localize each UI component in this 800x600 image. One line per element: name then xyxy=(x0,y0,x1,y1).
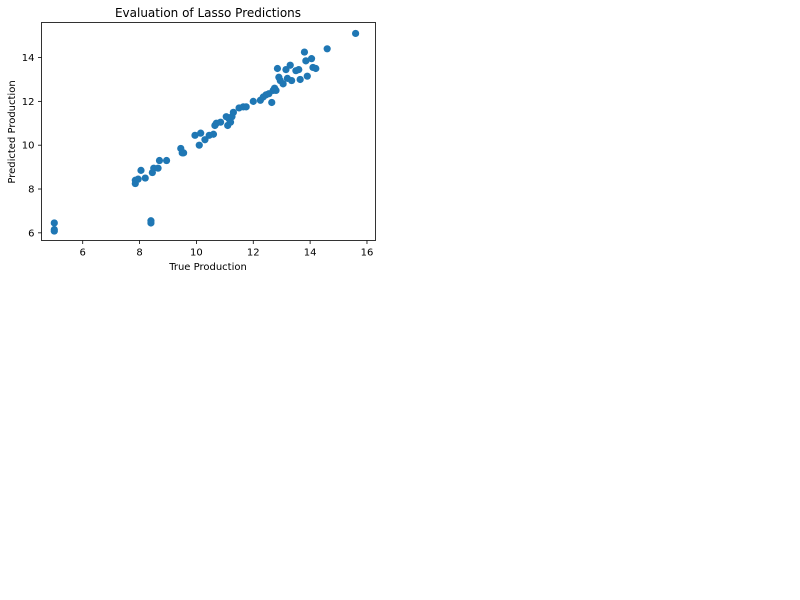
x-tick-label: 6 xyxy=(80,248,86,259)
scatter-point xyxy=(229,108,237,116)
y-axis: 6 8 10 12 14 xyxy=(22,53,42,239)
scatter-point xyxy=(147,219,155,227)
scatter-point xyxy=(268,98,276,107)
data-points xyxy=(50,29,360,235)
scatter-point xyxy=(209,130,218,138)
scatter-point xyxy=(155,156,164,165)
scatter-point xyxy=(195,141,203,149)
scatter-point xyxy=(295,66,303,74)
y-tick-label: 12 xyxy=(22,97,35,108)
scatter-point xyxy=(242,103,250,111)
scatter-point xyxy=(352,29,360,38)
chart-title: Evaluation of Lasso Predictions xyxy=(115,6,301,20)
scatter-point xyxy=(288,76,296,85)
y-tick-label: 6 xyxy=(28,228,34,239)
scatter-point xyxy=(272,86,280,95)
scatter-point xyxy=(312,64,320,73)
x-axis: 6 8 10 12 14 16 xyxy=(80,240,374,259)
scatter-point xyxy=(197,129,205,137)
scatter-point xyxy=(137,166,145,174)
y-axis-label: Predicted Production xyxy=(7,80,18,183)
x-tick-label: 12 xyxy=(247,248,260,259)
scatter-point xyxy=(323,45,331,53)
y-tick-label: 14 xyxy=(22,53,35,64)
scatter-point xyxy=(154,164,162,172)
x-tick-label: 8 xyxy=(136,248,142,259)
scatter-point xyxy=(302,57,310,65)
scatter-point xyxy=(273,64,282,73)
scatter-point xyxy=(216,118,225,126)
scatter-point xyxy=(180,149,188,157)
x-tick-label: 14 xyxy=(304,248,317,259)
x-tick-label: 16 xyxy=(361,248,374,259)
scatter-point xyxy=(286,61,294,69)
scatter-point xyxy=(134,175,142,183)
scatter-point xyxy=(191,131,199,139)
scatter-point xyxy=(279,80,287,88)
x-axis-label: True Production xyxy=(168,262,247,273)
scatter-point xyxy=(296,75,304,84)
scatter-point xyxy=(249,97,257,105)
scatter-point xyxy=(307,55,316,63)
scatter-point xyxy=(50,219,58,227)
scatter-point xyxy=(300,48,309,56)
scatter-point xyxy=(226,118,235,126)
scatter-point xyxy=(141,174,149,182)
scatter-point xyxy=(162,156,171,165)
scatter-point xyxy=(50,227,58,235)
y-tick-label: 8 xyxy=(28,185,34,196)
scatter-point xyxy=(303,72,311,80)
plot-area-frame xyxy=(41,22,376,241)
y-tick-label: 10 xyxy=(22,141,35,152)
x-tick-label: 10 xyxy=(190,248,203,259)
